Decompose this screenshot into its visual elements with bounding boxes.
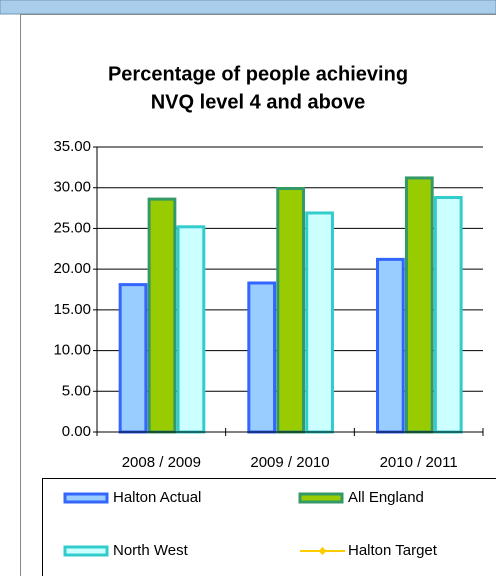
bar xyxy=(305,211,334,434)
bar xyxy=(247,281,277,434)
legend-label: All England xyxy=(348,489,424,506)
legend-label: Halton Target xyxy=(348,542,438,559)
y-tick-label: 25.00 xyxy=(53,219,91,236)
legend-label: North West xyxy=(113,542,189,559)
x-tick-label: 2009 / 2010 xyxy=(250,454,329,471)
bar xyxy=(375,257,405,434)
legend-swatch xyxy=(298,492,344,504)
bar xyxy=(147,197,177,434)
bar xyxy=(433,195,463,434)
legend-label: Halton Actual xyxy=(113,489,201,506)
y-tick-label: 30.00 xyxy=(53,179,91,196)
x-tick-label: 2008 / 2009 xyxy=(122,454,201,471)
y-tick-label: 20.00 xyxy=(53,260,91,277)
legend-box xyxy=(42,478,496,576)
x-tick-label: 2010 / 2011 xyxy=(380,454,458,471)
y-tick-label: 10.00 xyxy=(53,342,91,359)
y-tick-label: 15.00 xyxy=(53,301,91,318)
top-strip xyxy=(0,0,496,15)
bar xyxy=(176,225,206,434)
legend-swatch xyxy=(63,545,109,557)
legend-swatch xyxy=(63,492,109,504)
y-tick-label: 35.00 xyxy=(53,138,91,155)
y-tick-label: 0.00 xyxy=(62,423,91,440)
chart-title: Percentage of people achieving xyxy=(108,63,408,85)
legend-marker xyxy=(318,547,327,555)
chart-title: NVQ level 4 and above xyxy=(151,91,366,113)
bar xyxy=(404,176,434,434)
bar xyxy=(276,187,306,434)
y-tick-label: 5.00 xyxy=(62,382,91,399)
bar xyxy=(118,283,148,434)
